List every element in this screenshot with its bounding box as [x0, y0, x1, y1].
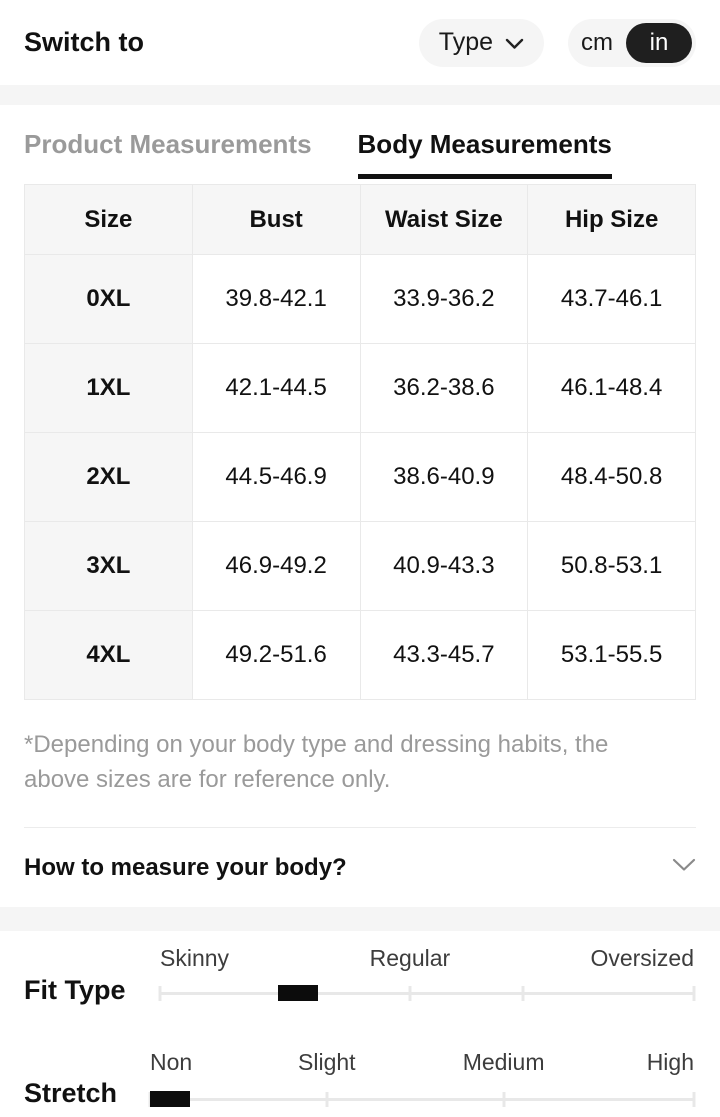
hip-cell: 46.1-48.4 — [527, 343, 696, 433]
table-row: 1XL 42.1-44.5 36.2-38.6 46.1-48.4 — [24, 343, 696, 433]
stretch-slider: Stretch Non Slight Medium High — [0, 1021, 720, 1117]
bust-cell: 42.1-44.5 — [191, 343, 361, 433]
hip-cell: 48.4-50.8 — [527, 432, 696, 522]
measurement-tabs: Product Measurements Body Measurements — [0, 105, 720, 184]
table-header-row: Size Bust Waist Size Hip Size — [24, 184, 696, 255]
top-bar-controls: Type cm in — [418, 18, 696, 67]
slider-tick — [158, 986, 162, 1001]
slider-marker — [278, 985, 318, 1001]
stretch-label: Stretch — [24, 1078, 118, 1108]
section-separator — [0, 85, 720, 105]
slider-track — [158, 985, 696, 1001]
slider-option-label: High — [646, 1049, 694, 1075]
reference-note: *Depending on your body type and dressin… — [24, 731, 609, 793]
slider-tick — [502, 1092, 506, 1107]
slider-option-label: Skinny — [160, 945, 230, 971]
unit-toggle[interactable]: cm in — [568, 18, 696, 67]
chevron-down-icon[interactable] — [672, 858, 696, 877]
slider-tick — [692, 986, 696, 1001]
type-dropdown-button[interactable]: Type — [418, 18, 544, 67]
tab-product-measurements[interactable]: Product Measurements — [24, 129, 312, 159]
size-cell: 4XL — [24, 610, 193, 700]
hip-cell: 50.8-53.1 — [527, 521, 696, 611]
slider-option-label: Slight — [298, 1049, 356, 1075]
fit-type-slider: Fit Type Skinny Regular Oversized — [0, 931, 720, 1021]
type-dropdown-label: Type — [438, 28, 493, 56]
slider-marker — [150, 1091, 190, 1107]
fit-type-label: Fit Type — [24, 975, 126, 1005]
slider-option-label: Oversized — [590, 945, 694, 971]
table-row: 0XL 39.8-42.1 33.9-36.2 43.7-46.1 — [24, 254, 696, 344]
size-cell: 0XL — [24, 254, 193, 344]
table-row: 2XL 44.5-46.9 38.6-40.9 48.4-50.8 — [24, 432, 696, 522]
size-cell: 2XL — [24, 432, 193, 522]
waist-cell: 33.9-36.2 — [359, 254, 529, 344]
how-to-measure-label: How to measure your body? — [24, 853, 347, 881]
slider-tick — [408, 986, 412, 1001]
size-cell: 1XL — [24, 343, 193, 433]
slider-option-labels: Skinny Regular Oversized — [160, 945, 694, 972]
waist-cell: 40.9-43.3 — [359, 521, 529, 611]
body-measurements-table: Size Bust Waist Size Hip Size 0XL 39.8-4… — [24, 184, 696, 700]
size-cell: 3XL — [24, 521, 193, 611]
section-separator — [0, 907, 720, 931]
bust-cell: 49.2-51.6 — [191, 610, 361, 700]
slider-tick — [692, 1092, 696, 1107]
hip-cell: 43.7-46.1 — [527, 254, 696, 344]
waist-cell: 43.3-45.7 — [359, 610, 529, 700]
bust-cell: 46.9-49.2 — [191, 521, 361, 611]
waist-cell: 36.2-38.6 — [359, 343, 529, 433]
unit-option-in[interactable]: in — [626, 22, 692, 63]
tab-body-measurements[interactable]: Body Measurements — [357, 105, 613, 184]
slider-tick — [521, 986, 525, 1001]
bust-cell: 44.5-46.9 — [191, 432, 361, 522]
slider-option-label: Non — [150, 1049, 193, 1075]
column-header-size: Size — [24, 184, 193, 255]
column-header-hip: Hip Size — [527, 184, 696, 255]
top-bar: Switch to Type cm in — [0, 0, 720, 85]
bust-cell: 39.8-42.1 — [191, 254, 361, 344]
hip-cell: 53.1-55.5 — [527, 610, 696, 700]
switch-to-label: Switch to — [24, 27, 144, 57]
how-to-measure-row[interactable]: How to measure your body? — [24, 828, 696, 907]
unit-option-cm[interactable]: cm — [581, 28, 613, 56]
column-header-bust: Bust — [191, 184, 361, 255]
divider — [24, 827, 696, 828]
slider-tick — [325, 1092, 329, 1107]
slider-option-label: Medium — [462, 1049, 545, 1075]
waist-cell: 38.6-40.9 — [359, 432, 529, 522]
slider-option-labels: Non Slight Medium High — [150, 1049, 694, 1076]
slider-option-label: Regular — [369, 945, 451, 971]
table-row: 4XL 49.2-51.6 43.3-45.7 53.1-55.5 — [24, 610, 696, 700]
chevron-down-icon — [505, 28, 524, 57]
column-header-waist: Waist Size — [359, 184, 529, 255]
slider-track — [148, 1091, 696, 1107]
table-row: 3XL 46.9-49.2 40.9-43.3 50.8-53.1 — [24, 521, 696, 611]
